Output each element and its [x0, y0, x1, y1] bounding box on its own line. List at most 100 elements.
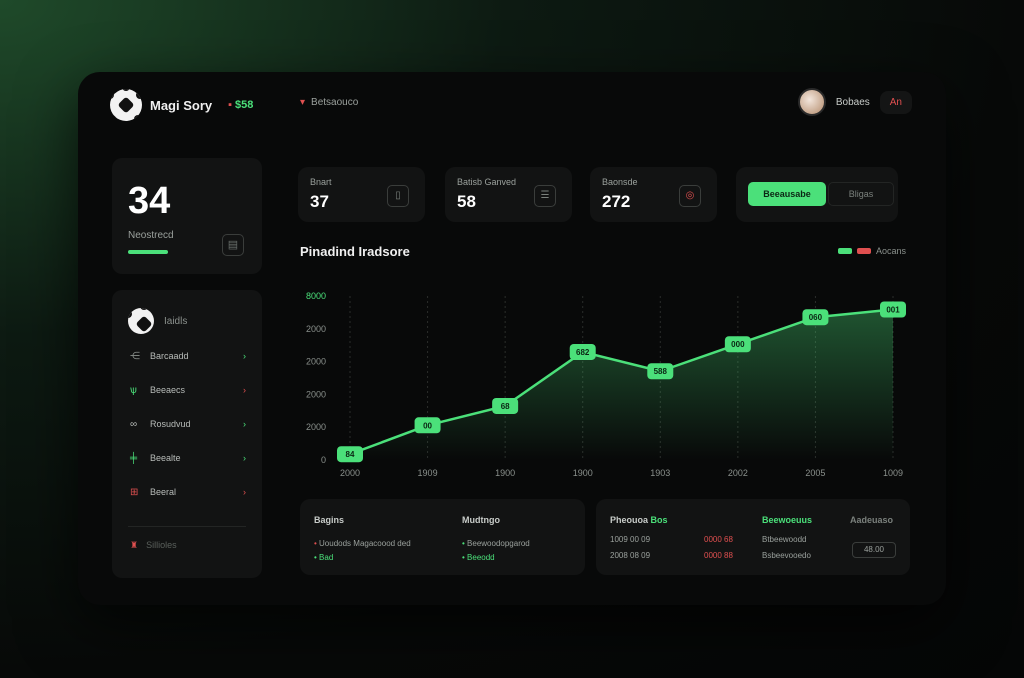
stat-card-1[interactable]: Batisb Ganved 58 ☰	[445, 167, 572, 222]
data-label: 682	[576, 348, 590, 357]
data-label: 68	[501, 402, 510, 411]
app-window: Magi Sory ▪ $58 ▾ Betsaouco Bobaes An 34 N…	[78, 72, 946, 605]
y-tick-label: 2000	[306, 357, 326, 367]
toggle-option-active[interactable]: Beeausabe	[748, 182, 826, 206]
soccer-ball-icon	[110, 89, 142, 121]
results-table: Pheouoa Bos Beewoeuus Aadeuaso 1009 00 0…	[596, 499, 910, 575]
dot-icon: •	[462, 539, 468, 548]
toggle-option-inactive[interactable]: Bligas	[828, 182, 894, 206]
table-header: Beewoeuus	[762, 515, 813, 525]
sidebar-item-3[interactable]: ╪ Beealte ›	[130, 450, 246, 466]
tag-icon: ⊞	[130, 486, 139, 498]
chevron-right-icon: ›	[243, 385, 246, 395]
chevron-right-icon: ›	[243, 419, 246, 429]
legend-swatch-red	[856, 248, 871, 254]
nav-header-label: Iaidls	[164, 315, 188, 327]
sidebar-item-label: Beealte	[150, 453, 181, 463]
table-cell: 1009 00 09	[610, 535, 651, 544]
table-cell: 0000 88	[704, 551, 733, 560]
sidebar-item-0[interactable]: ⋲ Barcaadd ›	[130, 348, 246, 364]
table-action-button[interactable]: 48.00	[852, 542, 896, 558]
data-point	[724, 336, 751, 353]
data-point	[492, 397, 519, 414]
y-tick-label: 0	[321, 455, 326, 465]
table-cell: • Beeodd	[462, 553, 495, 562]
legend-label: Aocans	[875, 246, 906, 256]
matches-table: Bagins Mudtngo • Uoudods Magacoood ded •…	[300, 499, 585, 575]
avatar[interactable]	[797, 88, 826, 116]
data-point	[880, 301, 906, 318]
data-label: 588	[654, 367, 668, 376]
sidebar-footer-item[interactable]: ♜ Sillioles	[130, 540, 177, 550]
sidebar-item-4[interactable]: ⊞ Beeral ›	[130, 484, 246, 500]
data-label: 000	[731, 340, 745, 349]
table-cell: 0000 68	[704, 535, 733, 544]
sidebar-item-label: Barcaadd	[150, 351, 189, 361]
stat-value: 58	[457, 192, 476, 211]
x-tick-label: 1900	[495, 468, 515, 478]
x-tick-label: 2000	[340, 468, 360, 478]
data-label: 00	[423, 421, 432, 430]
y-tick-label: 2000	[306, 389, 326, 399]
score-card: 34 Neostrecd ▤	[112, 158, 262, 274]
breadcrumb[interactable]: ▾ Betsaouco	[300, 97, 359, 108]
stat-label: Baonsde	[602, 177, 638, 187]
legend-swatch-green	[837, 248, 852, 254]
nav-header: Iaidls	[128, 308, 187, 334]
table-cell: • Uoudods Magacoood ded	[314, 539, 411, 548]
sidebar-item-label: Beeaecs	[150, 385, 186, 395]
chevron-right-icon: ›	[243, 453, 246, 463]
table-header: Aadeuaso	[850, 515, 894, 525]
sidebar-item-label: Beeral	[150, 487, 177, 497]
table-cell: • Beewoodopgarod	[462, 539, 530, 548]
table-header: Pheouoa Bos	[610, 515, 668, 525]
chevron-right-icon: ›	[243, 487, 246, 497]
sidebar-item-1[interactable]: ѱ Beeaecs ›	[130, 382, 246, 398]
stat-label: Batisb Ganved	[457, 177, 517, 187]
chart-legend: Aocans	[837, 246, 906, 256]
balance-badge: ▪ $58	[228, 99, 254, 111]
glasses-icon: ∞	[130, 418, 138, 430]
stat-value: 37	[310, 192, 329, 211]
score-progress-bar	[128, 250, 168, 254]
table-cell: Btbeewoodd	[762, 535, 807, 544]
divider	[128, 526, 246, 527]
x-tick-label: 1903	[650, 468, 670, 478]
sidebar-item-label: Rosudvud	[150, 419, 191, 429]
data-point	[337, 446, 363, 463]
calendar-icon[interactable]: ▤	[222, 234, 244, 256]
score-value: 34	[128, 180, 171, 222]
data-point	[414, 417, 441, 434]
brand-logo[interactable]: Magi Sory ▪ $58	[110, 89, 253, 121]
x-tick-label: 1009	[883, 468, 903, 478]
data-label: 84	[346, 450, 355, 459]
stat-card-2[interactable]: Baonsde 272 ◎	[590, 167, 717, 222]
sidebar-nav: Iaidls ⋲ Barcaadd › ѱ Beeaecs › ∞ Rosudv…	[112, 290, 262, 578]
x-tick-label: 2002	[728, 468, 748, 478]
user-badge[interactable]: An	[879, 90, 912, 114]
stat-card-0[interactable]: Bnart 37 ▯	[298, 167, 425, 222]
dot-icon: ▪	[228, 99, 233, 111]
y-tick-label: 2000	[306, 422, 326, 432]
x-tick-label: 2005	[805, 468, 825, 478]
chart-title: Pinadind Iradsore	[300, 244, 410, 259]
user-name: Bobaes	[835, 96, 870, 108]
stat-value: 272	[602, 192, 631, 211]
soccer-ball-icon	[128, 308, 154, 334]
doc-icon: ▯	[387, 185, 409, 207]
plant-icon: ѱ	[130, 384, 137, 396]
brand-name: Magi Sory	[150, 97, 213, 113]
chevron-right-icon: ›	[243, 351, 246, 361]
data-label: 001	[886, 306, 900, 315]
y-tick-label: 2000	[306, 324, 326, 334]
data-label: 060	[809, 313, 823, 322]
view-toggle: Beeausabe Bligas	[736, 167, 898, 222]
user-menu[interactable]: Bobaes An	[797, 88, 912, 116]
sidebar-item-2[interactable]: ∞ Rosudvud ›	[130, 416, 246, 432]
data-point	[647, 363, 674, 380]
score-label: Neostrecd	[128, 230, 174, 241]
settings-icon: ♜	[130, 540, 139, 550]
table-cell: 2008 08 09	[610, 551, 651, 560]
y-tick-label: 8000	[306, 291, 326, 301]
stat-label: Bnart	[310, 177, 332, 187]
